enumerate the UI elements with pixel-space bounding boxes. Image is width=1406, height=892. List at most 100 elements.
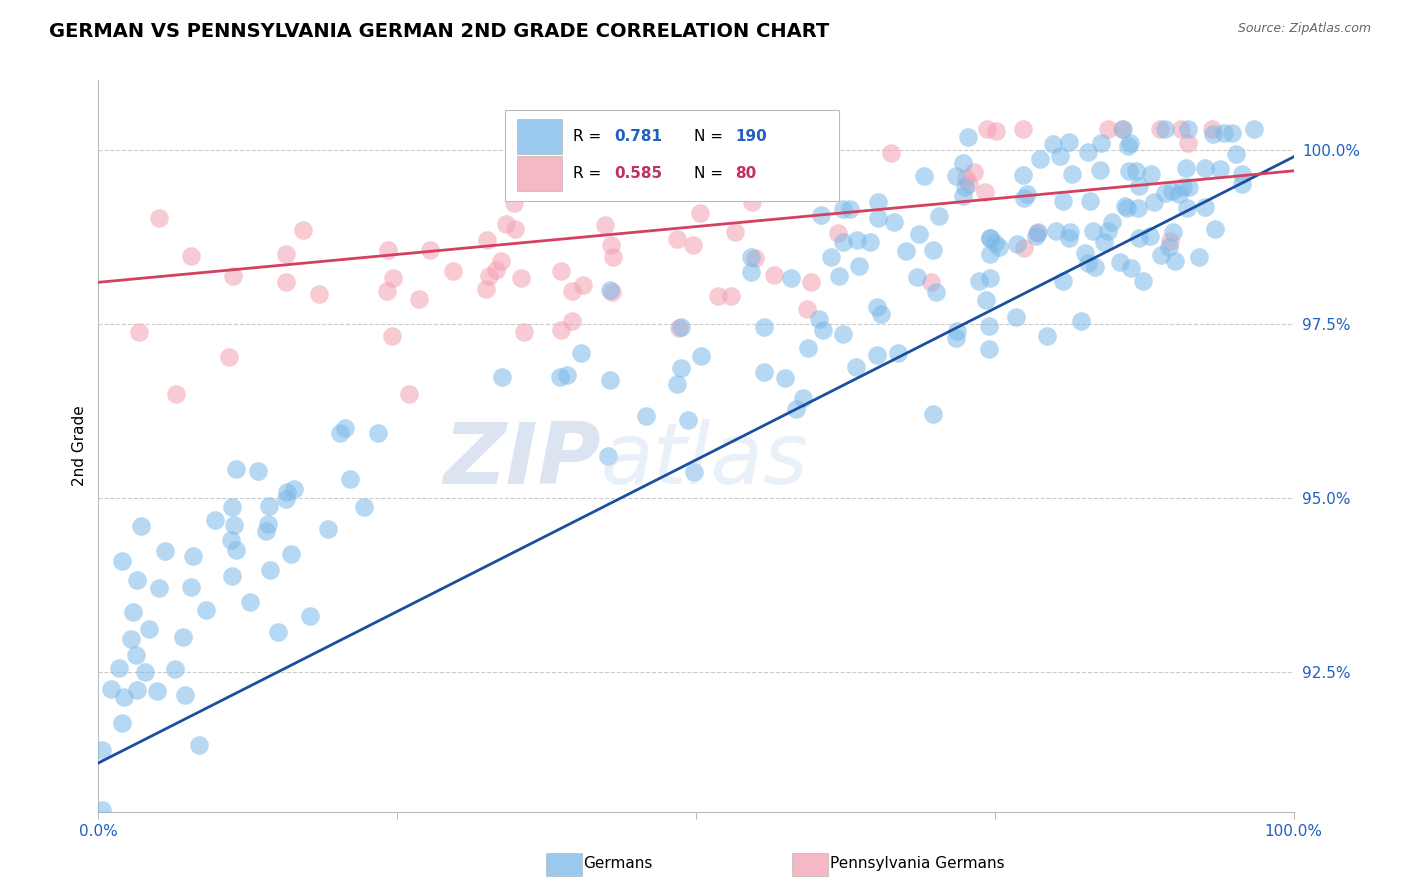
- Point: [928, 209, 950, 223]
- Point: [274, 247, 297, 261]
- Point: [120, 632, 142, 647]
- Text: 0.585: 0.585: [614, 166, 662, 181]
- Point: [720, 289, 742, 303]
- Point: [1230, 177, 1253, 191]
- Point: [274, 491, 297, 506]
- Point: [752, 365, 775, 379]
- Point: [955, 170, 977, 185]
- Point: [1126, 201, 1149, 215]
- Point: [799, 161, 821, 175]
- Point: [669, 360, 692, 375]
- Point: [984, 124, 1007, 138]
- Point: [1212, 126, 1234, 140]
- Point: [1007, 237, 1029, 252]
- Point: [181, 549, 204, 563]
- Point: [1090, 136, 1112, 150]
- Point: [550, 323, 572, 337]
- Point: [1005, 310, 1028, 325]
- Point: [475, 282, 498, 296]
- Point: [1077, 145, 1099, 160]
- Point: [148, 211, 170, 226]
- Point: [1225, 146, 1247, 161]
- Point: [513, 325, 536, 339]
- Point: [1230, 167, 1253, 181]
- Point: [283, 482, 305, 496]
- Point: [1026, 225, 1049, 239]
- Point: [868, 195, 890, 210]
- Point: [375, 284, 398, 298]
- Point: [1119, 136, 1142, 151]
- Point: [810, 208, 832, 222]
- Point: [866, 301, 889, 315]
- Point: [221, 500, 243, 514]
- Text: R =: R =: [572, 129, 606, 145]
- Point: [475, 233, 498, 247]
- Point: [925, 285, 948, 299]
- Point: [683, 465, 706, 479]
- Point: [1164, 253, 1187, 268]
- Point: [299, 609, 322, 624]
- Point: [921, 408, 943, 422]
- Point: [644, 180, 666, 194]
- Point: [218, 350, 240, 364]
- Point: [1012, 242, 1035, 256]
- Point: [839, 202, 862, 216]
- Point: [1112, 122, 1135, 136]
- Point: [550, 264, 572, 278]
- Point: [668, 321, 690, 335]
- Point: [259, 563, 281, 577]
- Point: [977, 319, 1000, 334]
- Point: [740, 265, 762, 279]
- Point: [785, 182, 807, 196]
- Point: [1092, 235, 1115, 249]
- Point: [682, 237, 704, 252]
- Point: [1083, 224, 1105, 238]
- Point: [792, 392, 814, 406]
- Point: [246, 464, 269, 478]
- Point: [569, 346, 592, 360]
- Point: [1025, 228, 1047, 243]
- Point: [796, 341, 818, 355]
- Point: [945, 169, 967, 183]
- Point: [832, 202, 855, 216]
- Point: [848, 259, 870, 273]
- Point: [1070, 314, 1092, 328]
- Point: [1025, 227, 1047, 241]
- Point: [1204, 221, 1226, 235]
- Point: [225, 462, 247, 476]
- Point: [173, 688, 195, 702]
- Point: [1168, 187, 1191, 202]
- Point: [977, 342, 1000, 356]
- Point: [155, 544, 177, 558]
- Point: [976, 122, 998, 136]
- FancyBboxPatch shape: [517, 119, 562, 154]
- Point: [90, 743, 112, 757]
- Point: [316, 522, 339, 536]
- Point: [239, 595, 262, 609]
- Point: [267, 625, 290, 640]
- Point: [108, 661, 131, 675]
- Point: [952, 189, 974, 203]
- Point: [979, 231, 1001, 245]
- Point: [1177, 122, 1199, 136]
- Point: [128, 325, 150, 339]
- Point: [1154, 186, 1177, 200]
- Point: [987, 240, 1010, 254]
- Point: [1170, 122, 1192, 136]
- Point: [1077, 256, 1099, 270]
- Point: [276, 484, 298, 499]
- FancyBboxPatch shape: [505, 110, 839, 201]
- Point: [945, 331, 967, 345]
- Point: [727, 130, 749, 145]
- Point: [599, 373, 621, 387]
- Point: [1154, 122, 1177, 136]
- Point: [219, 533, 242, 547]
- Point: [503, 196, 526, 211]
- Point: [953, 179, 976, 194]
- Point: [1097, 224, 1119, 238]
- Point: [180, 249, 202, 263]
- Point: [1015, 187, 1038, 202]
- Point: [1139, 229, 1161, 244]
- Point: [572, 278, 595, 293]
- Point: [221, 569, 243, 583]
